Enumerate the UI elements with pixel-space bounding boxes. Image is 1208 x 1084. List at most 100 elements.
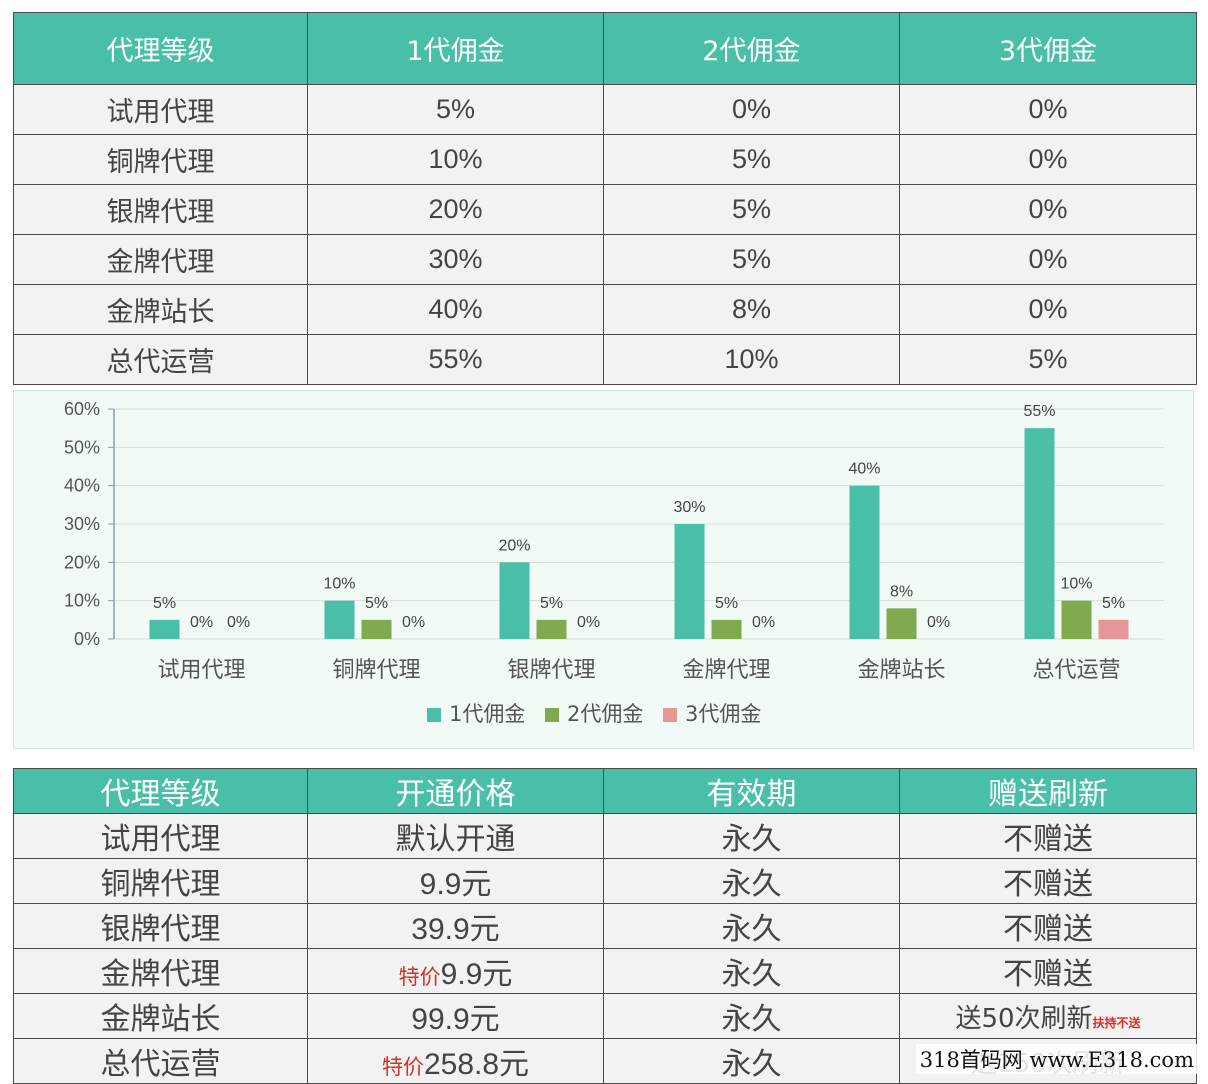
- price-cell: 特价9.9元: [307, 948, 604, 994]
- data-label: 5%: [715, 595, 738, 612]
- x-tick-label: 试用代理: [157, 658, 245, 683]
- gen3-cell: 5%: [899, 334, 1197, 385]
- data-label: 5%: [153, 595, 176, 612]
- price-value: 默认开通: [395, 822, 516, 857]
- commission-chart-svg: 0% 10% 20% 30% 40% 50% 60% 5% 0% 0% 试用代理 10% 5% 0% 铜牌代…: [64, 399, 1164, 726]
- data-label: 5%: [365, 595, 388, 612]
- gen1-cell: 10%: [307, 134, 604, 185]
- bar: [149, 619, 180, 639]
- x-tick-label: 银牌代理: [507, 658, 595, 683]
- gen1-cell: 30%: [307, 234, 604, 285]
- gen1-cell: 55%: [307, 334, 604, 385]
- table-row: 试用代理 默认开通 永久 不赠送: [13, 813, 1197, 859]
- gen2-cell: 8%: [603, 284, 900, 335]
- validity-cell: 永久: [603, 948, 900, 994]
- data-label: 5%: [1102, 595, 1125, 612]
- gen3-cell: 0%: [899, 284, 1197, 335]
- gen2-cell: 5%: [603, 234, 900, 285]
- legend-swatch: [427, 708, 441, 722]
- site-watermark: 318首码网 www.E318.com: [915, 1044, 1198, 1074]
- gift-value: 不赠送: [1003, 867, 1093, 902]
- gen3-cell: 0%: [899, 234, 1197, 285]
- header-price: 开通价格: [307, 768, 604, 814]
- gen2-cell: 0%: [603, 84, 900, 135]
- bar: [324, 600, 355, 639]
- bar: [849, 485, 880, 639]
- gift-note: 扶持不送: [1092, 1015, 1141, 1030]
- level-cell: 银牌代理: [13, 184, 308, 235]
- price-value: 39.9元: [411, 913, 500, 946]
- gen3-cell: 0%: [899, 184, 1197, 235]
- gift-value: 不赠送: [1003, 822, 1093, 857]
- table-row: 总代运营 55% 10% 5%: [13, 334, 1197, 385]
- gift-cell: 不赠送: [899, 858, 1197, 904]
- header-validity: 有效期: [603, 768, 900, 814]
- level-cell: 铜牌代理: [13, 858, 308, 904]
- data-label: 55%: [1023, 403, 1055, 420]
- legend-label: 1代佣金: [449, 702, 525, 726]
- y-tick-label: 10%: [64, 591, 100, 611]
- table-row: 试用代理 5% 0% 0%: [13, 84, 1197, 135]
- gift-cell: 不赠送: [899, 813, 1197, 859]
- legend-label: 2代佣金: [567, 702, 643, 726]
- gen2-cell: 5%: [603, 184, 900, 235]
- y-tick-label: 50%: [64, 437, 100, 457]
- table-row: 金牌代理 特价9.9元 永久 不赠送: [13, 948, 1197, 994]
- data-label: 40%: [848, 461, 880, 478]
- level-cell: 金牌站长: [13, 993, 308, 1039]
- bar: [361, 619, 392, 639]
- x-tick-label: 总代运营: [1032, 658, 1120, 683]
- price-header-row: 代理等级 开通价格 有效期 赠送刷新: [13, 768, 1197, 814]
- bar: [499, 562, 530, 639]
- bar: [711, 619, 742, 639]
- level-cell: 金牌站长: [13, 284, 308, 335]
- price-value: 9.9元: [440, 958, 513, 991]
- gift-cell: 不赠送: [899, 903, 1197, 949]
- data-label: 10%: [1060, 576, 1092, 593]
- gen1-cell: 20%: [307, 184, 604, 235]
- data-label: 0%: [752, 614, 775, 631]
- gift-value: 送50次刷新: [955, 1003, 1093, 1034]
- price-value: 99.9元: [411, 1003, 500, 1036]
- table-row: 总代运营 特价258.8元 永久 送150次刷新: [13, 1038, 1197, 1084]
- price-value: 9.9元: [419, 868, 492, 901]
- header-gift: 赠送刷新: [899, 768, 1197, 814]
- header-level: 代理等级: [13, 12, 308, 85]
- price-value: 258.8元: [423, 1048, 530, 1081]
- validity-cell: 永久: [603, 903, 900, 949]
- table-row: 金牌站长 99.9元 永久 送50次刷新扶持不送: [13, 993, 1197, 1039]
- y-tick-label: 40%: [64, 476, 100, 496]
- data-label: 8%: [890, 583, 913, 600]
- gen1-cell: 40%: [307, 284, 604, 335]
- data-label: 5%: [540, 595, 563, 612]
- table-row: 银牌代理 39.9元 永久 不赠送: [13, 903, 1197, 949]
- level-cell: 铜牌代理: [13, 134, 308, 185]
- x-tick-label: 铜牌代理: [332, 658, 420, 683]
- gift-value: 不赠送: [1003, 912, 1093, 947]
- price-table: 代理等级 开通价格 有效期 赠送刷新 试用代理 默认开通 永久 不赠送 铜牌代理…: [13, 768, 1197, 1084]
- data-label: 0%: [227, 614, 250, 631]
- header-gen3: 3代佣金: [899, 12, 1197, 85]
- level-cell: 银牌代理: [13, 903, 308, 949]
- table-row: 银牌代理 20% 5% 0%: [13, 184, 1197, 235]
- commission-header-row: 代理等级 1代佣金 2代佣金 3代佣金: [13, 12, 1197, 85]
- commission-chart: 0% 10% 20% 30% 40% 50% 60% 5% 0% 0% 试用代理 10% 5% 0% 铜牌代…: [13, 390, 1194, 749]
- legend-label: 3代佣金: [685, 702, 761, 726]
- data-label: 0%: [577, 614, 600, 631]
- gen2-cell: 5%: [603, 134, 900, 185]
- header-level: 代理等级: [13, 768, 308, 814]
- data-label: 0%: [927, 614, 950, 631]
- y-tick-label: 60%: [64, 399, 100, 419]
- price-cell: 99.9元: [307, 993, 604, 1039]
- legend-swatch: [545, 708, 559, 722]
- table-row: 铜牌代理 9.9元 永久 不赠送: [13, 858, 1197, 904]
- level-cell: 总代运营: [13, 334, 308, 385]
- commission-table: 代理等级 1代佣金 2代佣金 3代佣金 试用代理 5% 0% 0% 铜牌代理 1…: [13, 12, 1197, 385]
- bar: [674, 524, 705, 639]
- level-cell: 金牌代理: [13, 234, 308, 285]
- level-cell: 总代运营: [13, 1038, 308, 1084]
- gift-value: 不赠送: [1003, 957, 1093, 992]
- header-gen2: 2代佣金: [603, 12, 900, 85]
- bar: [1024, 428, 1055, 639]
- x-tick-label: 金牌代理: [682, 658, 770, 683]
